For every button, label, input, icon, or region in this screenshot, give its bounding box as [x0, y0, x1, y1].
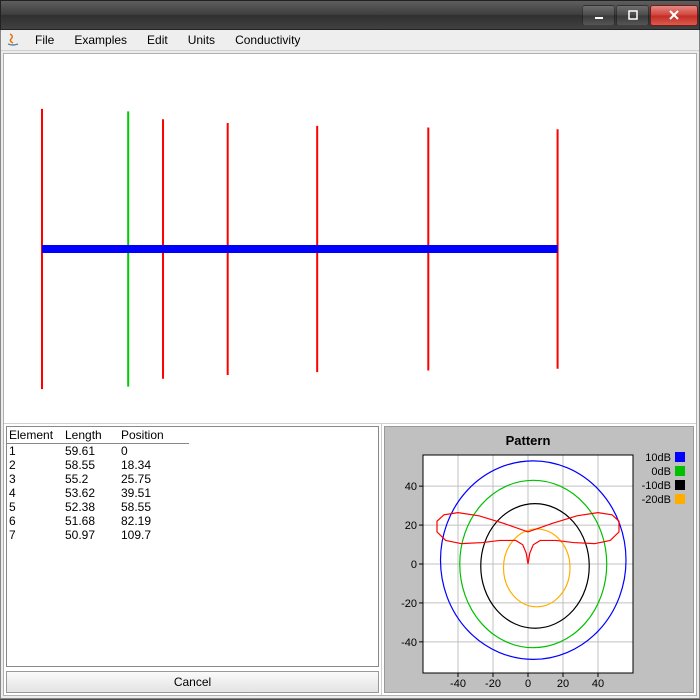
svg-text:10dB: 10dB [645, 452, 671, 464]
antenna-diagram [4, 54, 696, 424]
maximize-button[interactable] [616, 5, 649, 26]
menu-examples[interactable]: Examples [64, 31, 137, 49]
table-row[interactable]: 159.610 [7, 444, 189, 459]
cancel-button[interactable]: Cancel [6, 671, 379, 693]
svg-text:-20dB: -20dB [642, 494, 671, 506]
java-icon [5, 32, 21, 48]
table-row[interactable]: 355.225.75 [7, 472, 189, 486]
bottom-row: ElementLengthPosition 159.610258.5518.34… [4, 424, 696, 695]
app-frame: FileExamplesEditUnitsConductivity Elemen… [0, 30, 700, 699]
cancel-label: Cancel [174, 675, 211, 689]
menu-file[interactable]: File [25, 31, 64, 49]
svg-text:0dB: 0dB [651, 466, 671, 478]
col-length: Length [63, 427, 119, 444]
col-element: Element [7, 427, 63, 444]
menu-units[interactable]: Units [178, 31, 225, 49]
table-row[interactable]: 453.6239.51 [7, 486, 189, 500]
pattern-chart: Pattern -40 -40 -20 -20 0 0 20 20 40 40 10dB 0dB -10d… [384, 426, 694, 693]
content-area: ElementLengthPosition 159.610258.5518.34… [3, 53, 697, 696]
svg-text:-40: -40 [401, 637, 417, 649]
svg-text:Pattern: Pattern [506, 433, 551, 448]
svg-text:20: 20 [405, 520, 417, 532]
close-button[interactable] [650, 5, 698, 26]
table-row[interactable]: 552.3858.55 [7, 500, 189, 514]
table-row[interactable]: 651.6882.19 [7, 514, 189, 528]
minimize-button[interactable] [582, 5, 615, 26]
svg-text:-10dB: -10dB [642, 480, 671, 492]
svg-text:0: 0 [411, 559, 417, 571]
table-row[interactable]: 258.5518.34 [7, 458, 189, 472]
window-titlebar [0, 0, 700, 30]
svg-text:20: 20 [557, 678, 569, 689]
element-table-scroll[interactable]: ElementLengthPosition 159.610258.5518.34… [6, 426, 379, 667]
svg-text:-20: -20 [401, 598, 417, 610]
table-row[interactable]: 750.97109.7 [7, 528, 189, 542]
svg-text:0: 0 [525, 678, 531, 689]
col-position: Position [119, 427, 189, 444]
svg-text:-20: -20 [485, 678, 501, 689]
svg-text:40: 40 [405, 481, 417, 493]
svg-text:-40: -40 [450, 678, 466, 689]
svg-text:40: 40 [592, 678, 604, 689]
element-table: ElementLengthPosition 159.610258.5518.34… [7, 427, 189, 542]
menu-conductivity[interactable]: Conductivity [225, 31, 310, 49]
menubar: FileExamplesEditUnitsConductivity [1, 30, 699, 51]
menu-edit[interactable]: Edit [137, 31, 178, 49]
element-table-panel: ElementLengthPosition 159.610258.5518.34… [4, 424, 382, 695]
